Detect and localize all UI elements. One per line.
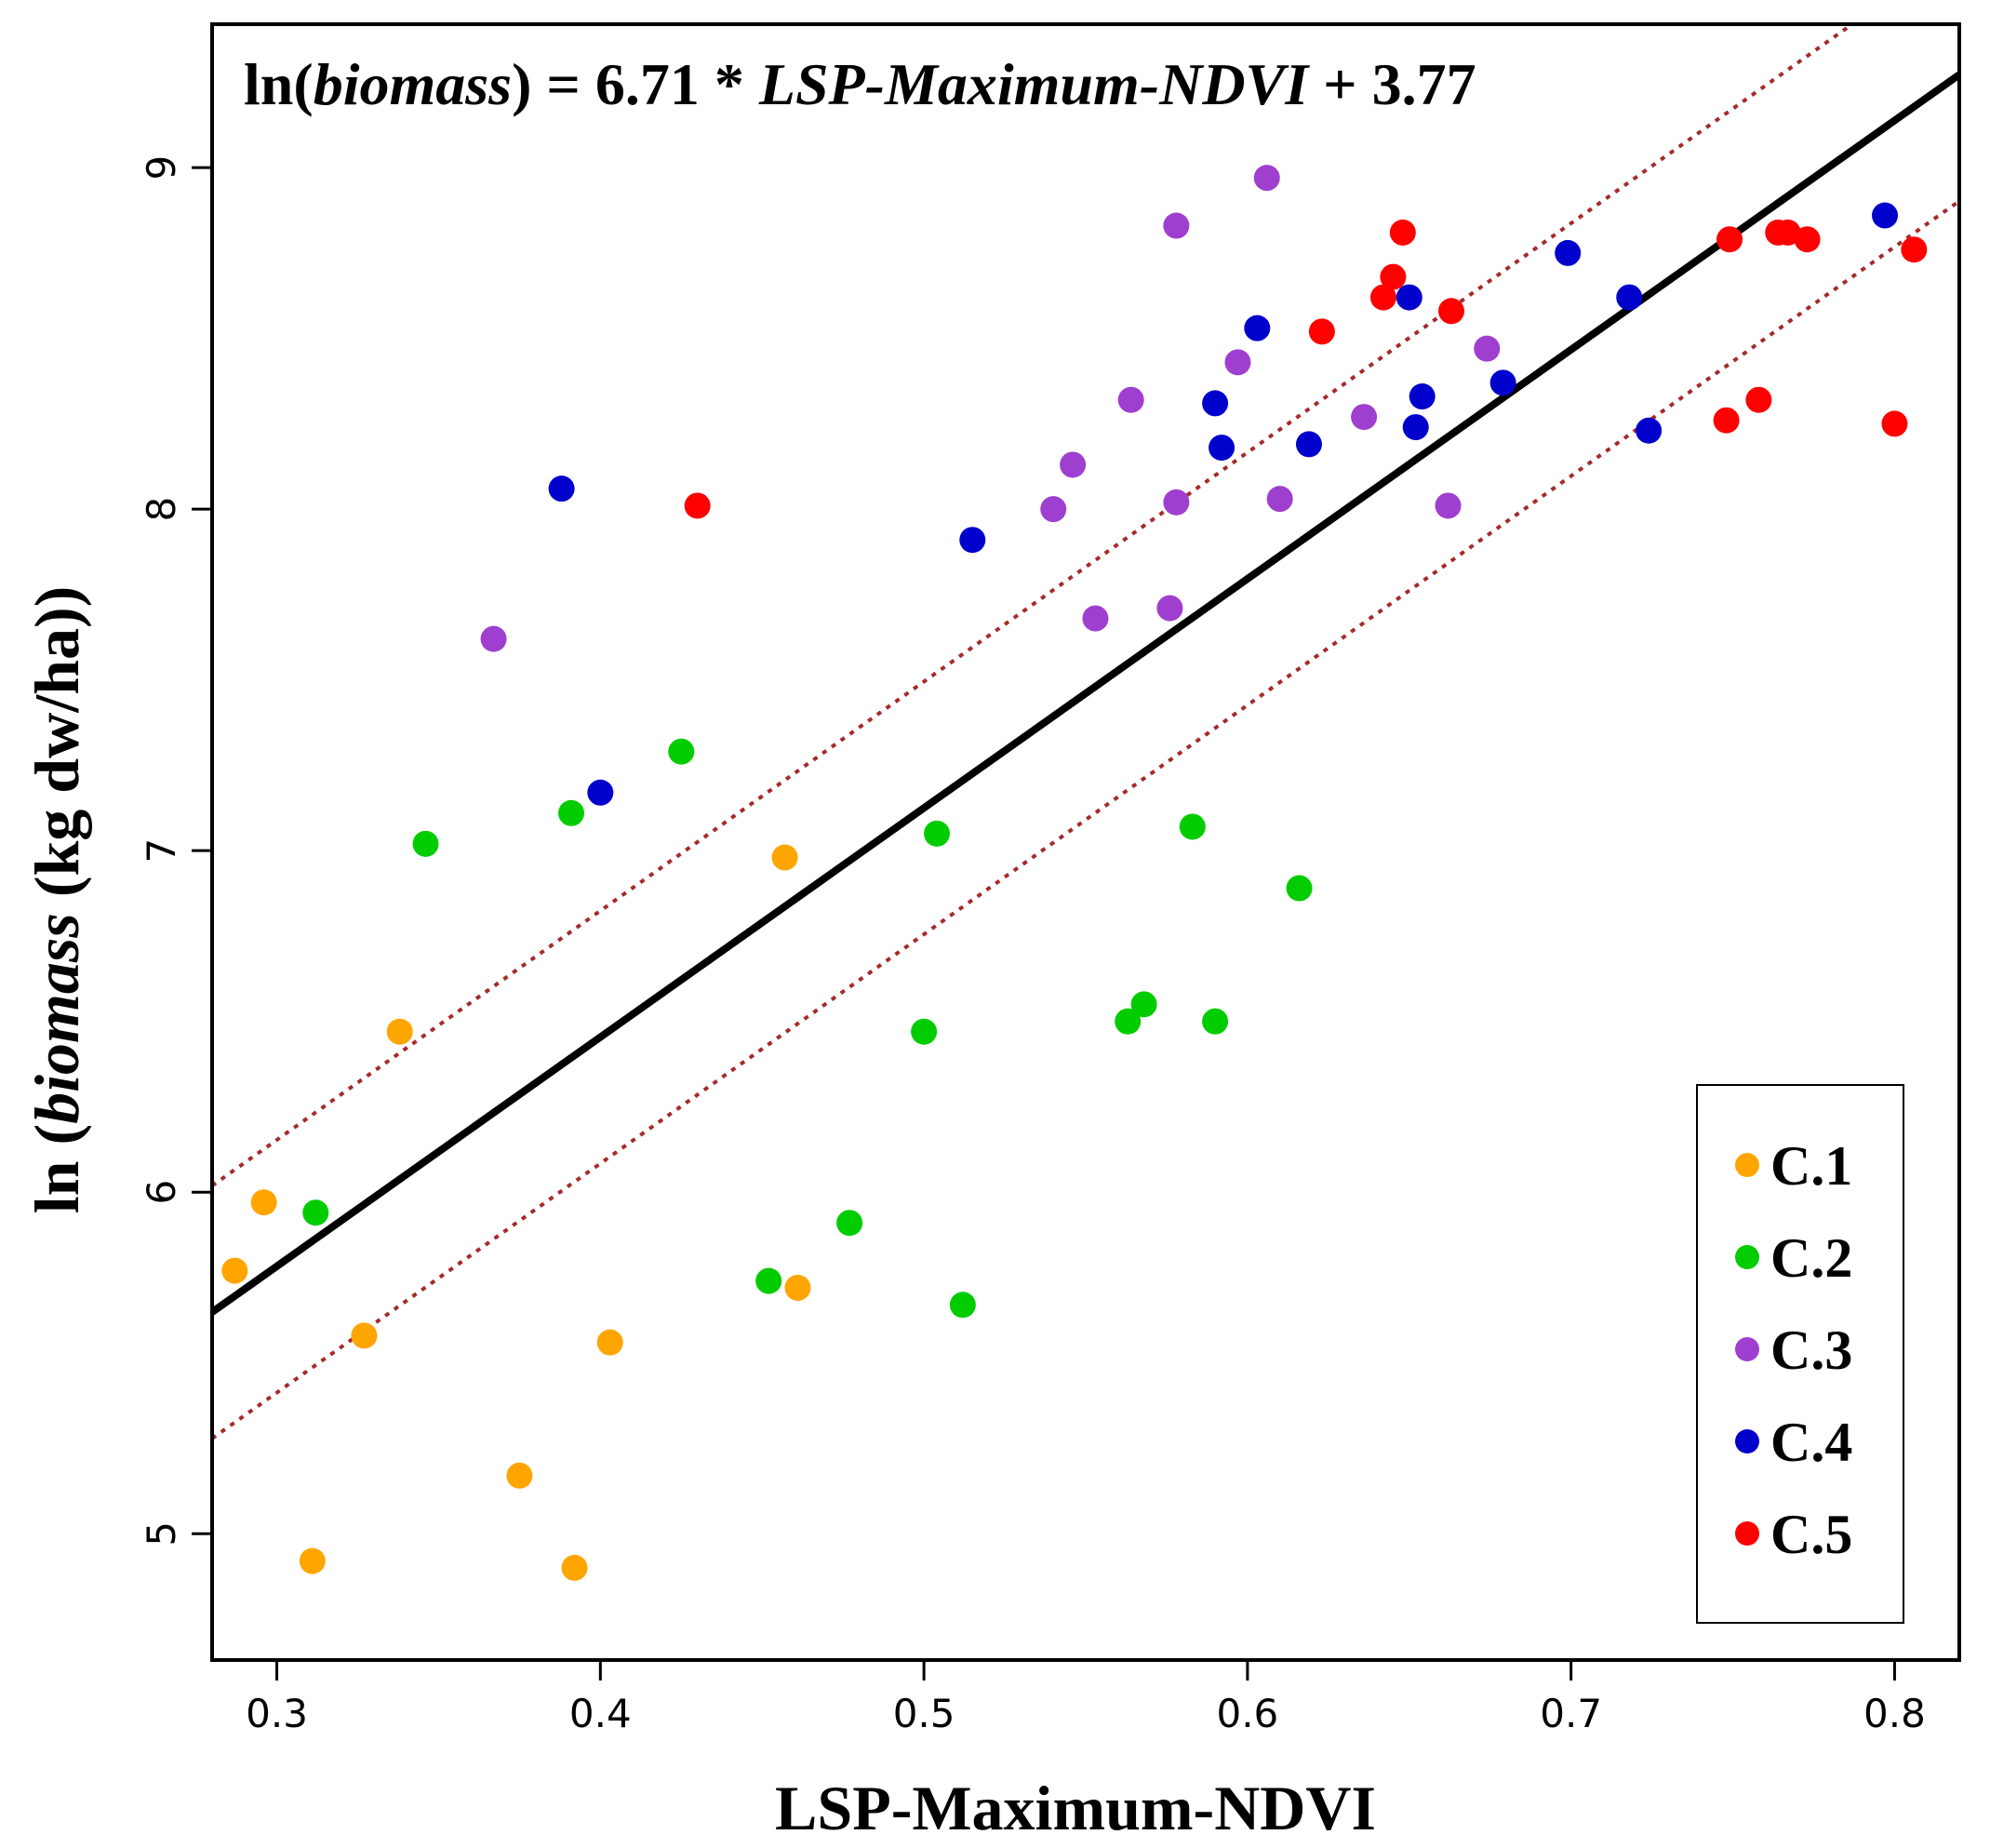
- data-point-c2: [911, 1018, 938, 1045]
- data-point-c5: [1745, 386, 1772, 413]
- data-point-c4: [1209, 435, 1235, 462]
- y-tick-label: 6: [139, 1180, 184, 1205]
- data-point-c1: [351, 1322, 378, 1349]
- legend-marker-c1: [1735, 1153, 1759, 1177]
- data-point-c3: [1163, 212, 1190, 239]
- legend-marker-c2: [1735, 1245, 1759, 1269]
- data-point-c2: [949, 1292, 976, 1319]
- y-tick-label: 8: [139, 497, 184, 522]
- data-point-c2: [836, 1210, 863, 1237]
- data-point-c1: [386, 1018, 413, 1045]
- x-tick-label: 0.7: [1540, 1691, 1602, 1736]
- x-tick-label: 0.4: [569, 1691, 632, 1736]
- legend-marker-c3: [1735, 1337, 1759, 1361]
- data-point-c5: [1389, 219, 1416, 246]
- data-point-c1: [221, 1257, 248, 1284]
- regression-line: [212, 71, 1959, 1316]
- y-axis: 5 6 7 8 9: [139, 155, 212, 1547]
- legend-label: C.3: [1770, 1319, 1852, 1381]
- data-point-c4: [1295, 431, 1322, 458]
- x-axis: 0.3 0.4 0.5 0.6 0.7 0.8: [246, 1660, 1926, 1736]
- data-point-c5: [1713, 407, 1740, 434]
- plot-frame: [210, 22, 1961, 1662]
- data-point-c4: [1402, 414, 1429, 441]
- legend-label: C.4: [1770, 1412, 1852, 1473]
- data-point-c4: [1202, 390, 1229, 417]
- data-point-c1: [561, 1554, 588, 1581]
- x-tick-label: 0.8: [1863, 1691, 1926, 1736]
- data-point-c4: [959, 527, 986, 554]
- data-point-c2: [1115, 1008, 1142, 1035]
- data-point-c3: [1117, 386, 1144, 413]
- data-point-c4: [1244, 315, 1271, 341]
- x-tick-label: 0.5: [893, 1691, 955, 1736]
- legend-label: C.2: [1770, 1227, 1852, 1289]
- data-point-c5: [1901, 236, 1928, 263]
- legend: C.1 C.2 C.3 C.4 C.5: [1696, 1084, 1904, 1624]
- data-point-c3: [1435, 492, 1462, 519]
- data-point-c2: [412, 830, 439, 857]
- y-axis-title: ln (biomass (kg dw/ha)): [21, 586, 92, 1213]
- data-point-c5: [1437, 298, 1464, 325]
- data-point-c1: [771, 844, 798, 871]
- data-point-c4: [1872, 202, 1899, 229]
- data-point-c3: [1224, 349, 1251, 376]
- data-point-c3: [1082, 605, 1109, 632]
- data-point-c3: [1351, 404, 1378, 431]
- data-point-c3: [1156, 595, 1183, 622]
- data-point-c3: [1266, 486, 1293, 513]
- data-point-c3: [1253, 165, 1280, 192]
- data-point-c2: [755, 1267, 782, 1294]
- legend-marker-c5: [1735, 1521, 1759, 1546]
- data-point-c5: [1794, 226, 1821, 253]
- data-point-c4: [1409, 383, 1436, 410]
- data-point-c1: [299, 1547, 326, 1574]
- data-points: [221, 165, 1928, 1581]
- data-point-c3: [480, 625, 507, 652]
- regression-equation: ln(biomass) = 6.71 * LSP-Maximum-NDVI + …: [244, 51, 1476, 117]
- data-point-c2: [1130, 991, 1157, 1018]
- legend-marker-c4: [1735, 1429, 1759, 1453]
- data-point-c5: [684, 492, 711, 519]
- data-point-c1: [250, 1189, 277, 1216]
- data-point-c5: [1369, 284, 1396, 311]
- y-tick-label: 5: [139, 1521, 184, 1547]
- data-point-c4: [1636, 417, 1663, 444]
- data-point-c4: [548, 475, 575, 502]
- data-point-c5: [1308, 318, 1335, 345]
- data-point-c2: [1202, 1008, 1229, 1035]
- data-point-c3: [1040, 496, 1067, 523]
- y-tick-label: 9: [139, 155, 184, 181]
- data-point-c2: [302, 1199, 329, 1226]
- data-point-c3: [1163, 489, 1190, 516]
- x-tick-label: 0.6: [1216, 1691, 1278, 1736]
- data-point-c4: [1489, 369, 1516, 396]
- data-point-c5: [1380, 263, 1407, 290]
- data-point-c3: [1060, 451, 1087, 478]
- legend-box: [1696, 1084, 1904, 1624]
- y-tick-label: 7: [139, 838, 184, 864]
- data-point-c3: [1474, 335, 1501, 362]
- data-point-c1: [596, 1329, 623, 1356]
- regression-line-group: [212, 71, 1959, 1316]
- data-point-c4: [587, 779, 614, 806]
- data-point-c2: [1179, 813, 1206, 840]
- data-point-c2: [668, 738, 695, 765]
- data-point-c4: [1396, 284, 1422, 311]
- x-axis-title: LSP-Maximum-NDVI: [775, 1773, 1376, 1843]
- confidence-upper-line: [212, 24, 1856, 1187]
- data-point-c2: [924, 820, 951, 847]
- data-point-c1: [784, 1274, 811, 1301]
- data-point-c4: [1616, 284, 1643, 311]
- data-point-c4: [1555, 239, 1582, 266]
- data-point-c2: [558, 799, 585, 826]
- legend-label: C.1: [1770, 1135, 1852, 1197]
- data-point-c2: [1286, 875, 1313, 902]
- x-tick-label: 0.3: [246, 1691, 308, 1736]
- data-point-c5: [1881, 410, 1908, 437]
- data-point-c1: [506, 1462, 533, 1489]
- data-point-c5: [1716, 226, 1743, 253]
- legend-label: C.5: [1770, 1504, 1852, 1565]
